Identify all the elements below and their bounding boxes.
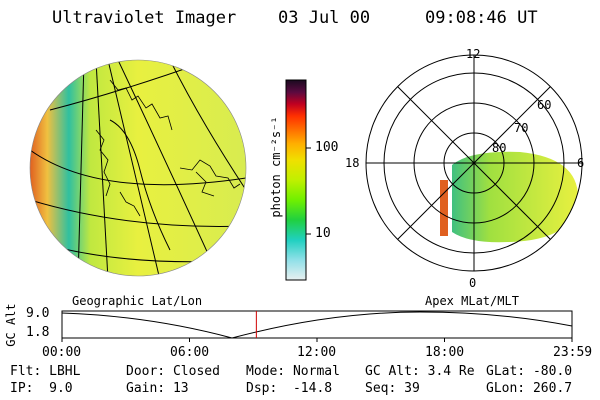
info-dsp: Dsp: -14.8	[246, 381, 333, 396]
strip-xtick-1: 06:00	[170, 345, 210, 360]
polar-lat-70: 70	[514, 121, 529, 135]
coastline	[95, 79, 241, 217]
strip-ytick-top: 9.0	[26, 306, 50, 321]
instrument-title: Ultraviolet Imager	[52, 8, 237, 28]
apex-label: Apex MLat/MLT	[425, 294, 519, 308]
info-mode: Mode: Normal	[246, 364, 340, 379]
strip-xtick-0: 00:00	[42, 345, 82, 360]
strip-xtick-4: 23:59	[553, 345, 593, 360]
colorbar	[285, 79, 307, 281]
info-gc-alt: GC Alt: 3.4 Re	[365, 364, 475, 379]
polar-lat-60: 60	[537, 98, 552, 112]
polar-label-12: 12	[466, 47, 481, 61]
auroral-oval	[440, 151, 579, 243]
strip-ytick-bottom: 1.8	[26, 325, 50, 340]
colorbar-tick-100: 100	[315, 140, 339, 155]
uv-image-geographic	[29, 59, 247, 277]
polar-grid	[365, 54, 583, 272]
altitude-strip	[61, 310, 573, 342]
info-gain: Gain: 13	[126, 381, 189, 396]
uv-disk	[30, 60, 246, 276]
geographic-label: Geographic Lat/Lon	[72, 294, 203, 308]
info-door: Door: Closed	[126, 364, 220, 379]
info-glat: GLat: -80.0	[486, 364, 573, 379]
colorbar-unit-label: photon cm⁻²s⁻¹	[269, 116, 283, 218]
polar-label-18: 18	[345, 156, 360, 170]
altitude-curve	[61, 311, 573, 339]
polar-label-0: 0	[469, 276, 477, 290]
strip-ticks	[61, 338, 573, 342]
info-filter: Flt: LBHL	[10, 364, 81, 379]
info-ip: IP: 9.0	[10, 381, 73, 396]
info-seq: Seq: 39	[365, 381, 420, 396]
strip-xtick-3: 18:00	[425, 345, 465, 360]
time-label: 09:08:46 UT	[425, 8, 538, 28]
polar-lat-80: 80	[492, 141, 507, 155]
polar-label-6: 6	[577, 156, 585, 170]
colorbar-tick-10: 10	[315, 226, 331, 241]
strip-xtick-2: 12:00	[297, 345, 337, 360]
info-glon: GLon: 260.7	[486, 381, 573, 396]
date-label: 03 Jul 00	[278, 8, 371, 28]
polar-plot	[365, 54, 583, 272]
strip-ylabel: GC Alt	[4, 303, 18, 347]
